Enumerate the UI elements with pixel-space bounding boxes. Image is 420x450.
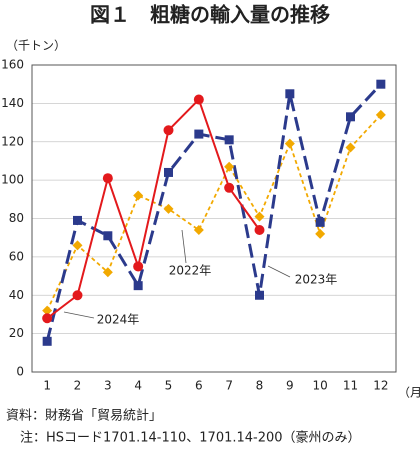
annotation-bg — [292, 272, 340, 288]
y-tick-label: 40 — [9, 288, 24, 302]
series-line — [46, 98, 261, 320]
point-marker — [254, 225, 265, 236]
point-marker — [285, 89, 295, 99]
y-tick-label: 0 — [16, 365, 24, 379]
series-label: 2023年 — [295, 273, 338, 287]
point-marker — [163, 125, 174, 136]
y-tick-label: 100 — [1, 173, 24, 187]
point-marker — [346, 112, 355, 122]
point-marker — [133, 190, 144, 201]
point-marker — [133, 261, 144, 272]
series-line — [45, 83, 382, 342]
annotation-leader — [267, 265, 291, 278]
point-marker — [103, 231, 113, 241]
x-tick-label: 11 — [343, 379, 358, 393]
point-marker — [315, 228, 326, 239]
plot-frame — [31, 64, 397, 373]
x-axis-label: （月） — [398, 386, 420, 400]
point-marker — [376, 79, 386, 89]
series-label: 2022年 — [169, 264, 212, 278]
point-marker — [193, 94, 204, 105]
point-marker — [254, 211, 265, 222]
x-tick-label: 3 — [104, 379, 112, 393]
point-marker — [102, 173, 113, 184]
footnote: 注：HSコード1701.14-110、1701.14-200（豪州のみ） — [20, 430, 361, 446]
series-line — [46, 114, 382, 311]
point-marker — [42, 305, 53, 316]
annotation-bg — [94, 312, 142, 328]
point-marker — [163, 203, 174, 214]
point-marker — [315, 217, 325, 227]
point-marker — [375, 109, 386, 120]
x-tick-label: 6 — [195, 379, 203, 393]
y-tick-label: 60 — [9, 249, 24, 263]
point-marker — [284, 138, 295, 149]
point-marker — [42, 336, 52, 346]
x-tick-label: 9 — [286, 379, 294, 393]
series-label: 2024年 — [97, 313, 140, 327]
point-marker — [133, 281, 143, 291]
point-marker — [224, 135, 234, 145]
point-marker — [345, 142, 356, 153]
x-tick-label: 8 — [256, 379, 264, 393]
annotation-bg — [166, 263, 214, 279]
x-tick-label: 10 — [313, 379, 328, 393]
point-marker — [194, 129, 204, 139]
annotation-leader — [63, 311, 95, 319]
point-marker — [193, 225, 204, 236]
y-tick-label: 20 — [9, 326, 24, 340]
x-tick-label: 7 — [225, 379, 233, 393]
x-tick-label: 12 — [373, 379, 388, 393]
chart-title: 図１ 粗糖の輸入量の推移 — [90, 3, 330, 27]
x-tick-label: 1 — [43, 379, 51, 393]
x-tick-label: 5 — [165, 379, 173, 393]
y-axis-label: （千トン） — [6, 39, 66, 53]
point-marker — [255, 290, 264, 300]
x-tick-label: 2 — [74, 379, 82, 393]
point-marker — [72, 290, 83, 301]
y-tick-label: 80 — [9, 211, 24, 225]
y-tick-label: 120 — [1, 134, 24, 148]
point-marker — [42, 313, 53, 324]
x-tick-label: 4 — [134, 379, 142, 393]
source-note: 資料：財務省「貿易統計」 — [6, 408, 162, 424]
annotation-leader — [181, 229, 187, 264]
y-tick-label: 140 — [1, 96, 24, 110]
point-marker — [224, 182, 235, 193]
point-marker — [73, 215, 82, 225]
y-tick-label: 160 — [1, 58, 24, 72]
point-marker — [72, 240, 83, 251]
point-marker — [102, 267, 113, 278]
point-marker — [224, 161, 235, 172]
point-marker — [164, 167, 173, 177]
